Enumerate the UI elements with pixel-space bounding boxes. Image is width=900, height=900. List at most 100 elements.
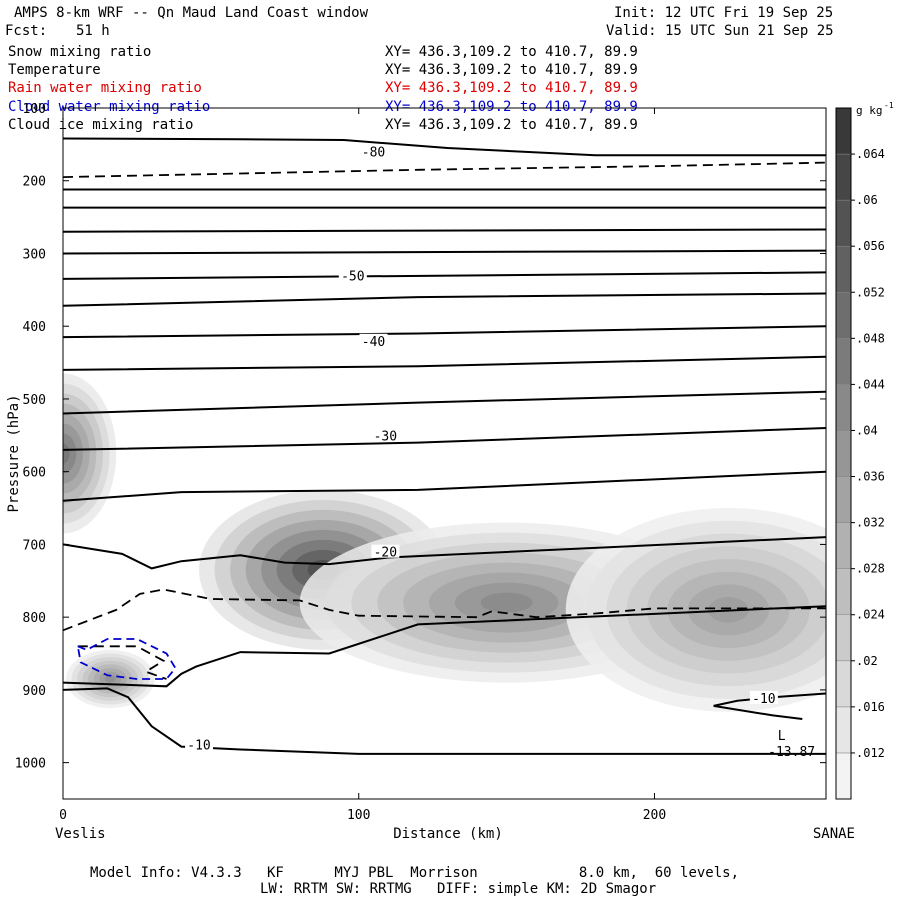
isotherm-line <box>63 325 826 339</box>
snow-mixing-ratio-shading <box>63 373 826 712</box>
low-center-value: -13.87 <box>768 745 815 760</box>
contour-label: -20 <box>374 546 397 561</box>
isotherm-line <box>63 355 826 371</box>
y-tick-label: 800 <box>23 611 46 626</box>
contour-label-bg <box>371 544 400 558</box>
dashed-isotherm-line <box>63 588 826 632</box>
colorbar-segment <box>835 199 852 247</box>
field-name: Snow mixing ratio <box>8 44 152 60</box>
colorbar: .064 .06 .056 .052 .048 .044 .04 .036 .032 .028 .0… <box>835 101 894 800</box>
contour-label: -40 <box>362 335 385 350</box>
y-tick-label: 500 <box>23 393 46 408</box>
contour-label-bg <box>371 428 400 442</box>
colorbar-tick-label: .044 <box>856 377 885 391</box>
colorbar-tick-label: .016 <box>856 700 885 714</box>
colorbar-frame <box>835 107 852 800</box>
colorbar-segment <box>835 660 852 708</box>
x-axis-label: Distance (km) <box>393 826 503 842</box>
isotherm-line <box>63 605 826 688</box>
contour-label: -50 <box>341 269 364 284</box>
isotherm-line <box>63 137 826 157</box>
isotherm-line <box>63 536 826 570</box>
colorbar-segment <box>835 430 852 477</box>
contour-label: -10 <box>187 738 210 753</box>
x-tick-label: 200 <box>643 808 666 823</box>
field-xy: XY= 436.3,109.2 to 410.7, 89.9 <box>385 80 638 96</box>
low-center-marker: L <box>778 729 786 744</box>
colorbar-unit: g kg <box>856 104 883 117</box>
colorbar-segment <box>835 522 852 569</box>
cloud-water-contour <box>76 638 177 680</box>
y-tick-label: 100 <box>23 102 46 117</box>
colorbar-tick-label: .06 <box>856 193 878 207</box>
colorbar-segment <box>835 614 852 662</box>
contour-label: -30 <box>374 429 397 444</box>
y-tick-label: 900 <box>23 684 46 699</box>
forecast-label: Fcst: <box>5 23 48 39</box>
isotherm-line <box>63 470 826 502</box>
isotherm-line <box>63 292 826 307</box>
isotherm-line <box>63 687 826 755</box>
y-tick-label: 1000 <box>15 757 46 772</box>
isotherm-line <box>63 228 826 233</box>
colorbar-tick-label: .052 <box>856 285 885 299</box>
y-tick-label: 600 <box>23 466 46 481</box>
init-time: Init: 12 UTC Fri 19 Sep 25 <box>614 5 834 21</box>
colorbar-segment <box>835 107 852 155</box>
colorbar-unit-exponent: -1 <box>884 101 894 110</box>
colorbar-segment <box>835 384 852 431</box>
contour-label-bg <box>359 333 388 347</box>
y-axis-label: Pressure (hPa) <box>6 394 22 512</box>
contour-label: -80 <box>362 146 385 161</box>
isotherm-line <box>63 427 826 451</box>
colorbar-tick-label: .056 <box>856 239 885 253</box>
model-info-line2: LW: RRTM SW: RRTMG DIFF: simple KM: 2D S… <box>260 881 657 897</box>
colorbar-segment <box>835 245 852 293</box>
colorbar-segment <box>835 706 852 754</box>
snow-shade-band <box>104 675 116 683</box>
colorbar-tick-label: .048 <box>856 331 885 345</box>
contour-label-bg <box>185 737 214 751</box>
valid-time: Valid: 15 UTC Sun 21 Sep 25 <box>606 23 834 39</box>
y-tick-label: 700 <box>23 538 46 553</box>
contour-labels: -80 -50 -40 -30 -20 -10 -10 L-13.87 <box>185 144 815 760</box>
colorbar-tick-label: .032 <box>856 516 885 530</box>
snow-shade-band <box>63 443 70 464</box>
isotherm-line <box>713 704 803 720</box>
y-tick-label: 200 <box>23 175 46 190</box>
x-tick-label: 100 <box>347 808 370 823</box>
contour-label-bg <box>749 690 778 704</box>
chart-title: AMPS 8-km WRF -- Qn Maud Land Coast wind… <box>14 5 369 21</box>
contour-label: -10 <box>752 692 775 707</box>
contour-label-bg <box>359 144 388 158</box>
forecast-hour: 51 h <box>76 23 110 39</box>
field-xy: XY= 436.3,109.2 to 410.7, 89.9 <box>385 44 638 60</box>
field-name: Cloud water mixing ratio <box>8 99 211 115</box>
contour-label-bg <box>338 268 367 282</box>
colorbar-tick-label: .024 <box>856 608 885 622</box>
snow-shade-band <box>480 592 533 613</box>
colorbar-tick-label: .064 <box>856 147 885 161</box>
field-xy: XY= 436.3,109.2 to 410.7, 89.9 <box>385 99 638 115</box>
colorbar-tick-label: .036 <box>856 470 885 484</box>
field-name: Temperature <box>8 62 101 78</box>
colorbar-tick-label: .028 <box>856 562 885 576</box>
left-endpoint-label: Veslis <box>55 826 106 842</box>
dashed-isotherm-line <box>63 161 826 178</box>
field-name: Cloud ice mixing ratio <box>8 117 194 133</box>
axes: 100 200 300 400 500 600 700 800 900 1000 0 100 200 Di… <box>6 102 855 842</box>
isotherm-line <box>63 390 826 415</box>
isotherm-line <box>63 271 826 280</box>
isotherm-line <box>63 249 826 255</box>
dashed-isotherm-line <box>77 645 167 680</box>
colorbar-tick-label: .04 <box>856 423 878 437</box>
colorbar-tick-label: .012 <box>856 746 885 760</box>
colorbar-segment <box>835 292 852 339</box>
plot-frame <box>62 107 827 800</box>
model-info-line1: Model Info: V4.3.3 KF MYJ PBL Morrison 8… <box>90 865 740 881</box>
field-xy: XY= 436.3,109.2 to 410.7, 89.9 <box>385 62 638 78</box>
right-endpoint-label: SANAE <box>813 826 855 842</box>
colorbar-tick-label: .02 <box>856 654 878 668</box>
x-tick-label: 0 <box>59 808 67 823</box>
